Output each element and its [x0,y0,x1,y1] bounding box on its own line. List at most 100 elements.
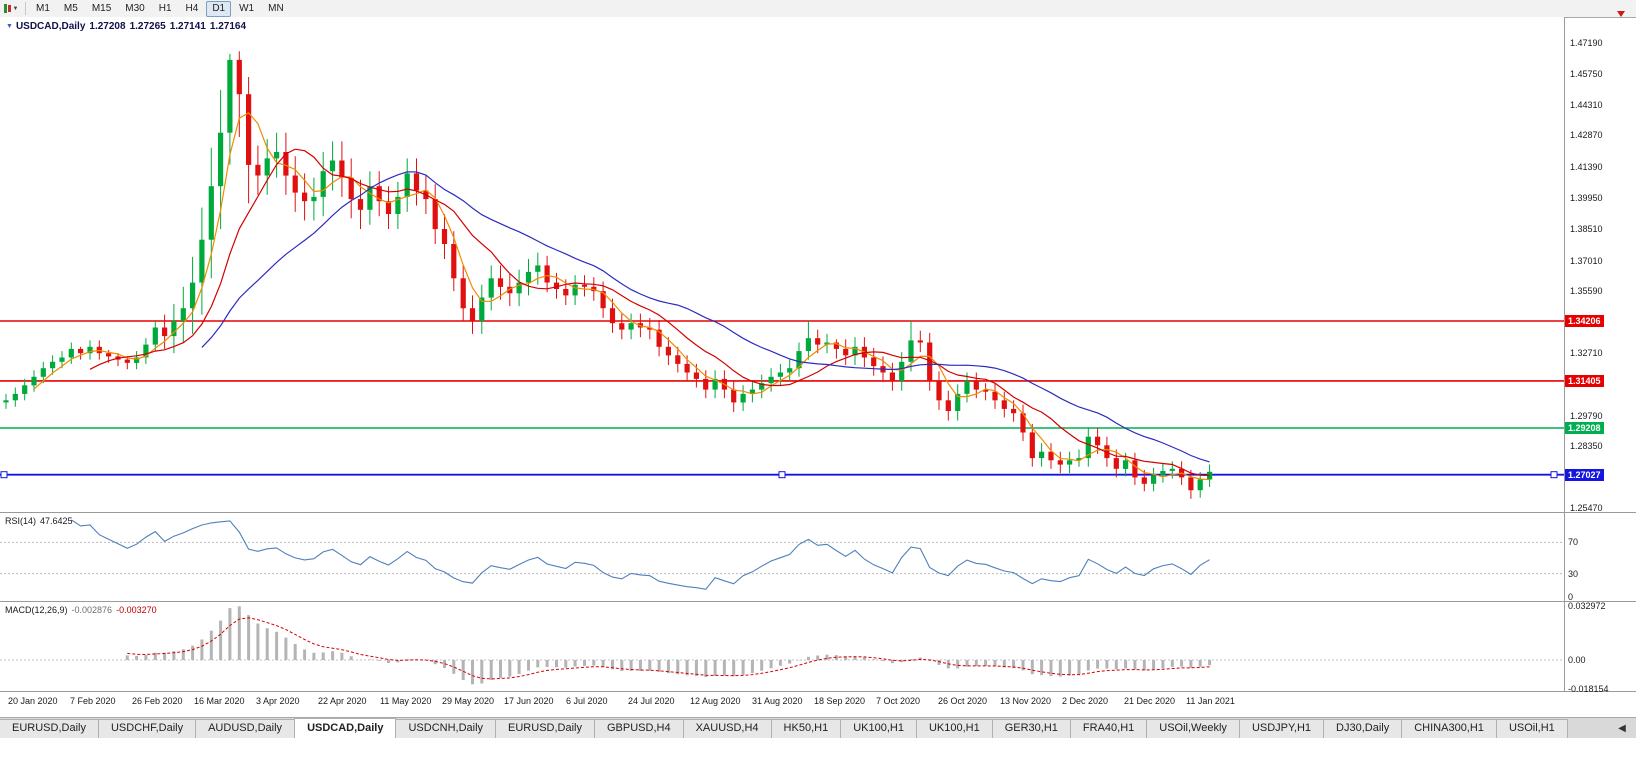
chart-tab[interactable]: USOil,Weekly [1146,719,1240,738]
hline-handle [1550,471,1558,479]
macd-panel[interactable] [0,602,1564,691]
date-axis-label: 22 Apr 2020 [318,696,367,706]
price-axis-label: 1.32710 [1570,348,1603,358]
chart-tab[interactable]: AUDUSD,Daily [195,719,296,738]
date-axis-label: 21 Dec 2020 [1124,696,1176,706]
chart-tab[interactable]: USDCNH,Daily [395,719,497,738]
timeframe-h1[interactable]: H1 [158,2,172,14]
date-axis-label: 31 Aug 2020 [752,696,803,706]
ohlc-high: 1.27265 [129,21,166,32]
chart-tab[interactable]: EURUSD,Daily [0,719,99,738]
chart-title: ▼ USDCAD,Daily 1.27208 1.27265 1.27141 1.2716… [6,21,250,32]
rsi-panel[interactable] [0,513,1564,601]
date-axis-label: 18 Sep 2020 [814,696,866,706]
macd-signal-value: -0.003270 [116,605,157,615]
rsi-axis-label: 30 [1568,569,1579,579]
timeframe-w1[interactable]: W1 [239,2,255,14]
price-axis-line [1564,17,1565,691]
price-line-tag: 1.34206 [1565,315,1604,327]
chart-tab[interactable]: USDJPY,H1 [1238,719,1325,738]
date-axis-label: 6 Jul 2020 [566,696,608,706]
ma-slow [201,171,1210,463]
timeframe-mn[interactable]: MN [268,2,284,14]
date-axis-label: 13 Nov 2020 [1000,696,1052,706]
chart-tab[interactable]: GBPUSD,H4 [594,719,684,738]
timeframe-m15[interactable]: M15 [91,2,112,14]
price-axis-label: 1.41390 [1570,162,1603,172]
macd-signal-line [127,617,1210,680]
timeframe-buttons: M1 M5 M15 M30 H1 H4 D1 W1 MN [29,0,291,17]
rsi-line [70,519,1210,590]
collapse-triangle-icon[interactable]: ▼ [6,23,13,30]
main-price-chart[interactable] [0,17,1564,512]
rsi-axis-label: 70 [1568,537,1579,547]
date-axis-label: 26 Oct 2020 [938,696,988,706]
price-axis-label: 1.37010 [1570,256,1603,266]
chart-icon[interactable]: ▼ [0,1,22,16]
macd-main-value: -0.002876 [71,605,113,615]
timeframe-m1[interactable]: M1 [36,2,50,14]
macd-axis-label: 0.032972 [1568,601,1606,611]
date-axis-label: 17 Jun 2020 [504,696,554,706]
chart-tab[interactable]: USDCHF,Daily [97,719,197,738]
date-axis-label: 12 Aug 2020 [690,696,741,706]
ohlc-open: 1.27208 [89,21,126,32]
macd-axis-label: 0.00 [1568,655,1586,665]
chart-symbol: USDCAD,Daily [15,21,86,32]
chevron-down-icon: ▼ [12,5,19,12]
date-axis-label: 20 Jan 2020 [8,696,58,706]
chart-tab[interactable]: XAUUSD,H4 [682,719,772,738]
price-axis-label: 1.39950 [1570,193,1603,203]
date-axis-label: 11 May 2020 [380,696,432,706]
price-axis-label: 1.44310 [1570,100,1603,110]
chart-tab[interactable]: EURUSD,Daily [495,719,595,738]
price-axis-label: 1.28350 [1570,441,1603,451]
chart-tab[interactable]: HK50,H1 [770,719,842,738]
rsi-label: RSI(14) 47.6425 [5,516,73,526]
toolbar-separator [25,2,26,15]
price-line-tag: 1.31405 [1565,375,1604,387]
horizontal-lines [0,320,1564,476]
rsi-value: 47.6425 [40,516,73,526]
date-axis-label: 16 Mar 2020 [194,696,245,706]
timeframe-toolbar: ▼ M1 M5 M15 M30 H1 H4 D1 W1 MN [0,0,1636,18]
ohlc-close: 1.27164 [209,21,247,32]
rsi-axis-label: 0 [1568,592,1574,602]
chart-tab[interactable]: UK100,H1 [840,719,917,738]
price-line-tag: 1.27027 [1565,469,1604,481]
chart-tab[interactable]: USOil,H1 [1495,719,1568,738]
date-axis-label: 11 Jan 2021 [1186,696,1235,706]
hline-handle [0,471,8,479]
date-axis-label: 7 Feb 2020 [70,696,116,706]
date-axis-label: 26 Feb 2020 [132,696,183,706]
chart-tab[interactable]: CHINA300,H1 [1401,719,1497,738]
price-axis-label: 1.45750 [1570,69,1603,79]
tab-scroll-left-button[interactable]: ◀ [1618,722,1626,734]
timeframe-h4[interactable]: H4 [185,2,199,14]
chart-tabbar: EURUSD,Daily USDCHF,Daily AUDUSD,Daily USDC… [0,717,1636,738]
chart-tab[interactable]: UK100,H1 [915,719,993,738]
panel-splitter[interactable] [0,512,1636,513]
date-axis-label: 2 Dec 2020 [1062,696,1109,706]
price-axis-label: 1.47190 [1570,38,1603,48]
chart-tab[interactable]: FRA40,H1 [1069,719,1148,738]
chart-tab[interactable]: USDCAD,Daily [294,718,397,738]
date-axis-label: 3 Apr 2020 [256,696,300,706]
timeframe-m5[interactable]: M5 [63,2,78,14]
chart-tab[interactable]: GER30,H1 [991,719,1071,738]
panel-splitter[interactable] [0,601,1636,602]
price-line-tag: 1.29208 [1565,422,1604,434]
hline-handle [778,471,786,479]
date-axis-label: 24 Jul 2020 [628,696,675,706]
price-axis-label: 1.25470 [1570,503,1603,513]
candles [3,51,1213,499]
price-axis-label: 1.29790 [1570,411,1603,421]
scale-marker-icon [1617,11,1625,17]
timeframe-m30[interactable]: M30 [125,2,145,14]
price-axis-label: 1.38510 [1570,224,1603,234]
date-axis-label: 7 Oct 2020 [876,696,921,706]
timeframe-d1[interactable]: D1 [206,0,232,17]
chart-tab[interactable]: DJ30,Daily [1323,719,1403,738]
ma-fast [33,112,1210,481]
